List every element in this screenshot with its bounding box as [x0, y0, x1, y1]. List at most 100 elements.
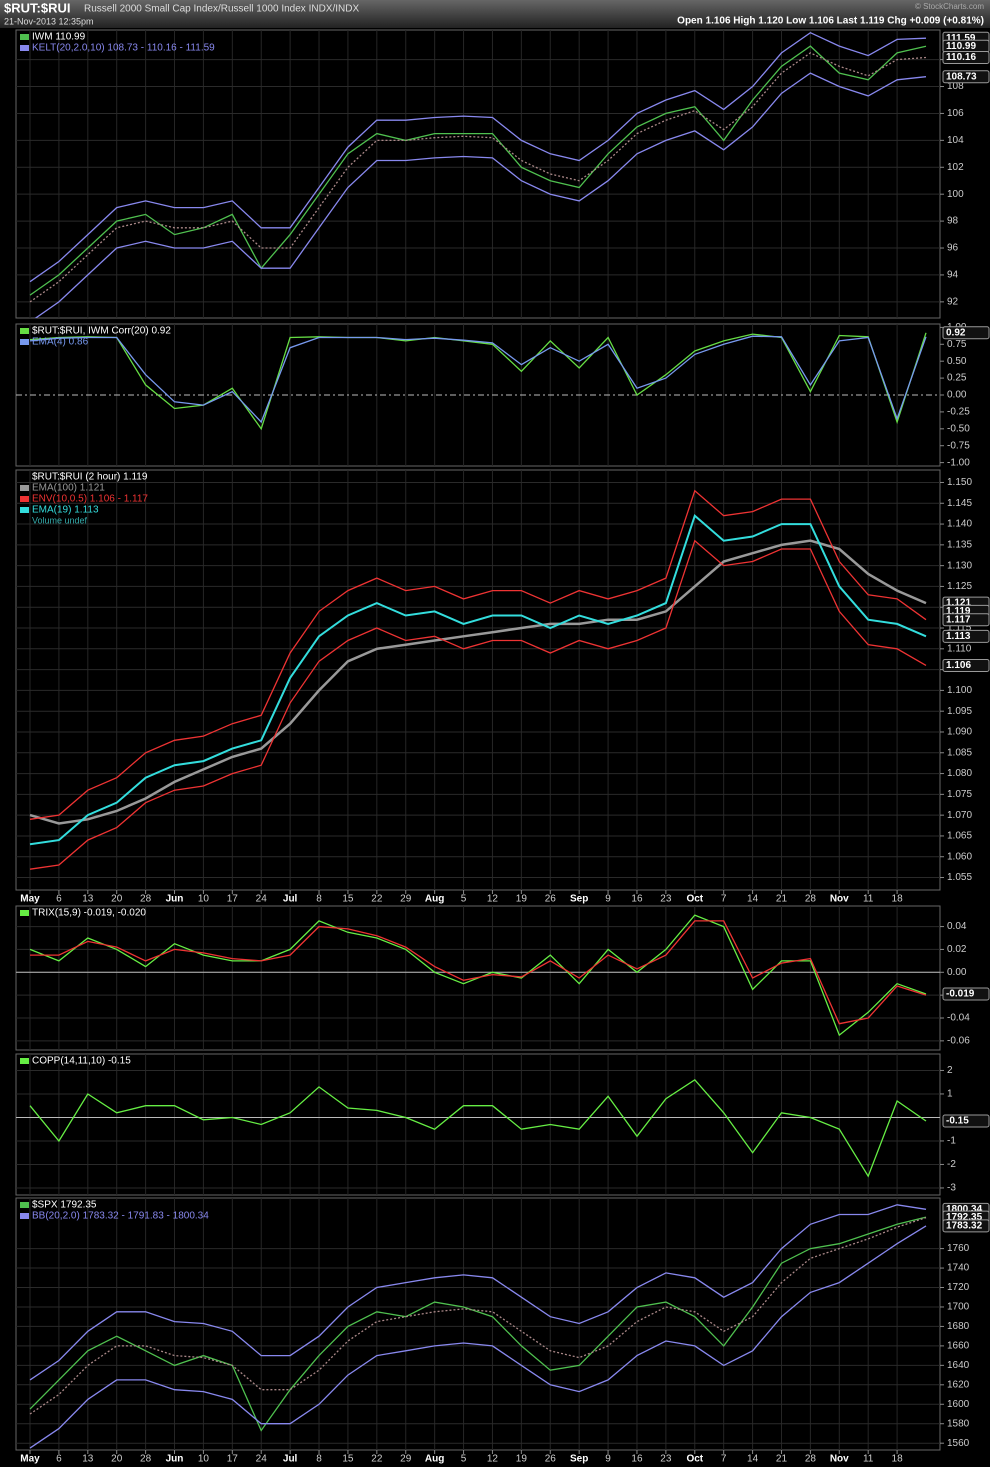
value-tag-box — [942, 613, 990, 627]
legend-label: BB(20,2.0) 1783.32 - 1791.83 - 1800.34 — [32, 1211, 209, 1222]
x-tick-label: 28 — [805, 1454, 817, 1465]
y-tick-label: -0.75 — [947, 440, 970, 451]
x-tick-label: 5 — [461, 1454, 467, 1465]
series-line — [29, 335, 927, 424]
legend-label: TRIX(15,9) -0.019, -0.020 — [32, 908, 146, 919]
y-tick-label: 108 — [947, 81, 964, 92]
y-tick-label: 1660 — [947, 1341, 970, 1352]
value-tag: 1.121 — [946, 598, 971, 609]
y-tick-label: 92 — [947, 296, 959, 307]
value-tag: 1.106 — [946, 660, 971, 671]
series-line — [34, 72, 927, 318]
y-tick-label: 1.095 — [947, 706, 972, 717]
x-tick-label: 22 — [371, 894, 383, 905]
y-tick-label: 1700 — [947, 1302, 970, 1313]
x-tick-label: 15 — [342, 894, 354, 905]
legend-swatch — [20, 496, 29, 502]
y-tick-label: 1.080 — [947, 768, 972, 779]
x-tick-label: Nov — [830, 894, 849, 905]
x-tick-label: 23 — [660, 894, 672, 905]
y-tick-label: -1.00 — [947, 457, 970, 468]
x-tick-label: 21 — [776, 894, 788, 905]
y-tick-label: -1 — [947, 1136, 956, 1147]
value-tag-box — [942, 1219, 990, 1233]
x-tick-label: Jul — [283, 1454, 298, 1465]
x-tick-label: 16 — [631, 1454, 643, 1465]
y-tick-label: 104 — [947, 135, 964, 146]
x-tick-label: Sep — [570, 894, 588, 905]
x-tick-label: 7 — [721, 1454, 727, 1465]
series-line — [29, 52, 927, 303]
x-tick-label: 14 — [747, 1454, 759, 1465]
value-tag: 1.113 — [946, 631, 971, 642]
x-tick-label: 7 — [721, 894, 727, 905]
value-tag: -0.15 — [946, 1116, 969, 1127]
y-tick-label: 1.125 — [947, 581, 972, 592]
x-tick-label: 9 — [605, 1454, 611, 1465]
legend-swatch — [20, 45, 29, 51]
y-tick-label: 1.145 — [947, 498, 972, 509]
panel-frame — [15, 1053, 941, 1196]
legend-swatch — [20, 339, 29, 345]
x-tick-label: 20 — [111, 894, 123, 905]
y-tick-label: 1.100 — [947, 685, 972, 696]
x-tick-label: 19 — [516, 894, 528, 905]
series-line — [30, 920, 927, 1025]
y-tick-label: 96 — [947, 243, 959, 254]
x-tick-label: Oct — [686, 1454, 703, 1465]
panel-frame — [15, 469, 941, 891]
legend-swatch — [20, 1202, 29, 1208]
y-tick-label: 1.065 — [947, 831, 972, 842]
value-tag-box — [942, 658, 990, 672]
series-line — [29, 45, 927, 296]
x-tick-label: 12 — [487, 894, 499, 905]
x-tick-label: 23 — [660, 1454, 672, 1465]
value-tag: 1.119 — [946, 606, 971, 617]
y-tick-label: 1.060 — [947, 851, 972, 862]
x-tick-label: 18 — [892, 894, 904, 905]
x-tick-label: 20 — [111, 1454, 123, 1465]
x-tick-label: 28 — [140, 894, 152, 905]
value-tag-box — [942, 1114, 990, 1128]
y-tick-label: 1580 — [947, 1418, 970, 1429]
y-tick-label: 1 — [947, 1089, 953, 1100]
y-tick-label: 1560 — [947, 1438, 970, 1449]
legend-label: EMA(19) 1.113 — [32, 505, 99, 516]
x-tick-label: 9 — [605, 894, 611, 905]
y-tick-label: 2 — [947, 1065, 953, 1076]
panel-title: $RUT:$RUI (2 hour) 1.119 — [32, 472, 148, 483]
value-tag: 1800.34 — [946, 1204, 983, 1215]
y-tick-label: 1.075 — [947, 789, 972, 800]
legend-label: ENV(10,0.5) 1.106 - 1.117 — [32, 494, 148, 505]
y-tick-label: 0.25 — [947, 373, 967, 384]
series-line — [29, 489, 927, 820]
value-tag: 0.92 — [946, 327, 966, 338]
x-tick-label: May — [20, 1454, 40, 1465]
x-tick-label: 14 — [747, 894, 759, 905]
x-tick-label: 19 — [516, 1454, 528, 1465]
y-tick-label: 1680 — [947, 1321, 970, 1332]
symbol: $RUT:$RUI — [4, 0, 70, 15]
y-tick-label: 0.75 — [947, 339, 967, 350]
x-tick-label: 8 — [316, 894, 322, 905]
x-tick-label: 28 — [805, 894, 817, 905]
quote: Open 1.106 High 1.120 Low 1.106 Last 1.1… — [677, 16, 984, 27]
x-tick-label: Nov — [830, 1454, 849, 1465]
x-tick-label: 18 — [892, 1454, 904, 1465]
x-tick-label: 6 — [56, 1454, 62, 1465]
x-tick-label: 26 — [545, 1454, 557, 1465]
legend-label: EMA(100) 1.121 — [32, 483, 105, 494]
value-tag: 110.99 — [946, 41, 976, 52]
x-tick-label: 10 — [198, 894, 210, 905]
description: Russell 2000 Small Cap Index/Russell 100… — [84, 4, 359, 15]
y-tick-label: 1.115 — [947, 623, 972, 634]
y-tick-label: -3 — [947, 1183, 956, 1194]
y-tick-label: 1740 — [947, 1263, 970, 1274]
value-tag-box — [942, 629, 990, 643]
legend-label: $SPX 1792.35 — [32, 1200, 97, 1211]
y-tick-label: 1.110 — [947, 643, 972, 654]
y-tick-label: -0.04 — [947, 1013, 970, 1024]
y-tick-label: 102 — [947, 162, 964, 173]
